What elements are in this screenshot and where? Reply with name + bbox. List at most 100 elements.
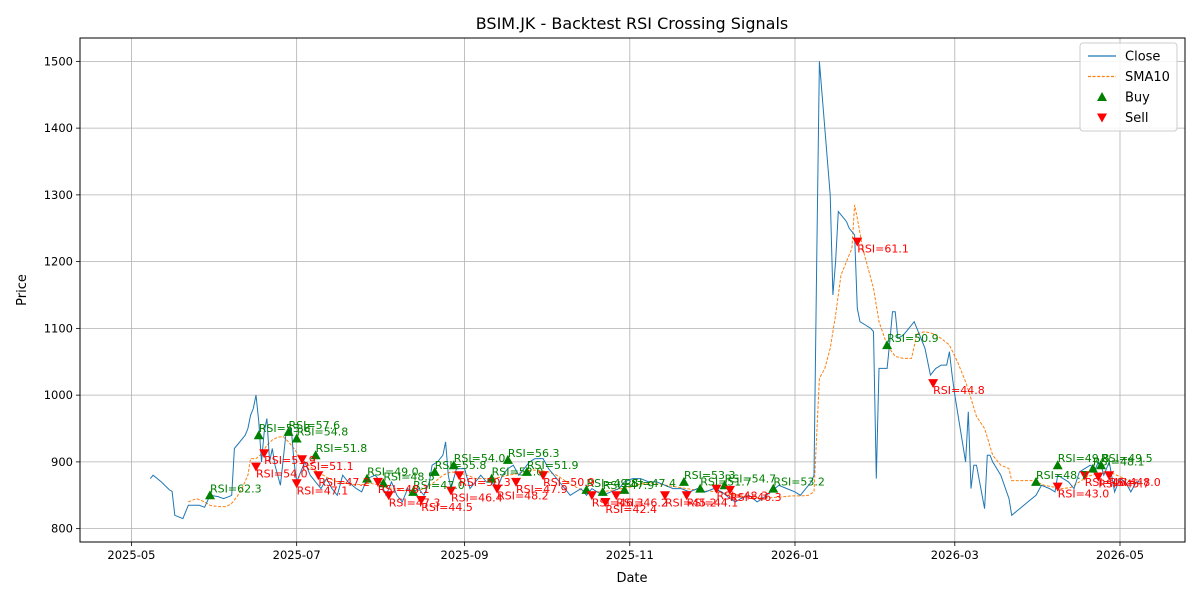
- y-tick-label: 1200: [44, 255, 73, 269]
- legend-label: Buy: [1125, 91, 1150, 106]
- buy-label: RSI=47.0: [413, 479, 465, 492]
- sell-label: RSI=50.3: [459, 476, 511, 489]
- sell-label: RSI=42.4: [605, 503, 657, 516]
- sell-label: RSI=47.2: [318, 476, 370, 489]
- buy-label: RSI=54.7: [725, 472, 777, 485]
- x-tick-label: 2025-07: [273, 548, 321, 562]
- x-axis-label: Date: [616, 571, 647, 586]
- buy-marker: [1096, 460, 1107, 470]
- sell-label: RSI=47.9: [516, 483, 568, 496]
- buy-marker: [362, 473, 373, 483]
- buy-label: RSI=48.5: [383, 470, 435, 483]
- sell-label: RSI=46.2: [616, 496, 668, 509]
- sell-label: RSI=47.1: [297, 484, 349, 497]
- buy-marker: [521, 466, 532, 476]
- y-tick-label: 1000: [44, 388, 73, 402]
- x-tick-label: 2025-05: [107, 548, 155, 562]
- legend-label: Close: [1125, 50, 1160, 65]
- sell-label: RSI=45.2: [665, 496, 717, 509]
- axes: 2025-05 2025-07 2025-09 2025-11 2026-01 2026-…: [44, 54, 1144, 562]
- buy-label: RSI=57.6: [289, 419, 341, 432]
- sell-marker: [1052, 482, 1063, 492]
- buy-marker: [695, 483, 706, 493]
- sell-label: RSI=44.5: [421, 501, 473, 514]
- signal-markers: [205, 237, 1115, 507]
- legend-swatch-buy: [1097, 92, 1107, 101]
- x-tick-label: 2026-05: [1096, 548, 1144, 562]
- sell-label: RSI=44.1: [687, 496, 739, 509]
- legend-swatch-sell: [1097, 113, 1107, 123]
- sell-label: RSI=50.9: [543, 476, 595, 489]
- buy-marker: [882, 340, 893, 350]
- buy-label: RSI=53.8: [259, 422, 311, 435]
- sell-marker: [383, 491, 394, 501]
- sell-marker: [1079, 471, 1090, 481]
- y-tick-label: 1400: [44, 121, 73, 135]
- buy-label: RSI=49.5: [1101, 452, 1153, 465]
- sell-label: RSI=46.4: [451, 492, 503, 505]
- buy-label: RSI=49.0: [367, 466, 419, 479]
- sell-label: RSI=46.3: [730, 491, 782, 504]
- buy-label: RSI=54.8: [297, 426, 349, 439]
- buy-label: RSI=52.0: [492, 466, 544, 479]
- sell-marker: [251, 462, 262, 472]
- buy-marker: [619, 484, 630, 494]
- sell-label: RSI=51.9: [264, 454, 316, 467]
- legend: Close SMA10 Buy Sell: [1079, 42, 1178, 132]
- sell-marker: [297, 455, 308, 465]
- buy-label: RSI=51.8: [316, 442, 368, 455]
- buy-marker: [205, 490, 215, 500]
- buy-marker: [678, 476, 689, 486]
- sell-label: RSI=47.3: [389, 496, 441, 509]
- sell-marker: [711, 484, 722, 494]
- y-tick-label: 1300: [44, 188, 73, 202]
- sell-marker: [291, 479, 302, 489]
- buy-label: RSI=49.8: [586, 477, 638, 490]
- legend-label: SMA10: [1125, 70, 1170, 85]
- sell-marker: [511, 477, 522, 487]
- buy-marker: [408, 486, 419, 496]
- buy-label: RSI=56.3: [508, 447, 560, 460]
- buy-label: RSI=48.7: [1036, 469, 1088, 482]
- sell-marker: [611, 491, 622, 501]
- buy-marker: [1052, 460, 1063, 470]
- sell-label: RSI=54.0: [256, 468, 308, 481]
- chart-title: BSIM.JK - Backtest RSI Crossing Signals: [476, 14, 789, 33]
- x-tick-label: 2025-09: [441, 548, 489, 562]
- buy-label: RSI=51.9: [527, 459, 579, 472]
- legend-label: Sell: [1125, 111, 1148, 126]
- buy-marker: [283, 426, 294, 436]
- buy-label: RSI=47.4: [624, 477, 676, 490]
- buy-marker: [502, 454, 513, 464]
- sell-marker: [660, 491, 670, 501]
- sell-marker: [725, 485, 735, 495]
- buy-label: RSI=62.3: [210, 482, 262, 495]
- buy-marker: [768, 483, 779, 493]
- x-tick-label: 2026-03: [931, 548, 979, 562]
- y-tick-label: 1100: [44, 321, 73, 335]
- grid: [80, 38, 1185, 542]
- sell-marker: [928, 379, 939, 389]
- y-tick-label: 1500: [44, 54, 73, 68]
- sell-label: RSI=51.1: [302, 460, 354, 473]
- sell-marker: [454, 471, 465, 481]
- x-tick-label: 2026-01: [771, 548, 819, 562]
- sell-marker: [446, 486, 457, 496]
- buy-marker: [486, 473, 497, 483]
- y-tick-label: 800: [51, 522, 73, 536]
- sell-label: RSI=48.0: [1109, 476, 1161, 489]
- sell-marker: [852, 237, 863, 247]
- sell-label: RSI=44.8: [933, 384, 985, 397]
- sell-marker: [1093, 472, 1104, 482]
- buy-label: RSI=53.3: [684, 469, 736, 482]
- sell-label: RSI=45.7: [1098, 478, 1150, 491]
- buy-marker: [1031, 476, 1042, 486]
- plot-area-frame: [79, 37, 1186, 543]
- sell-label: RSI=46.4: [1085, 476, 1137, 489]
- buy-marker: [291, 433, 302, 443]
- x-tick-label: 2025-11: [606, 548, 654, 562]
- sell-label: RSI=43.0: [1058, 488, 1110, 501]
- sell-marker: [416, 495, 427, 505]
- buy-label: RSI=47.9: [603, 479, 655, 492]
